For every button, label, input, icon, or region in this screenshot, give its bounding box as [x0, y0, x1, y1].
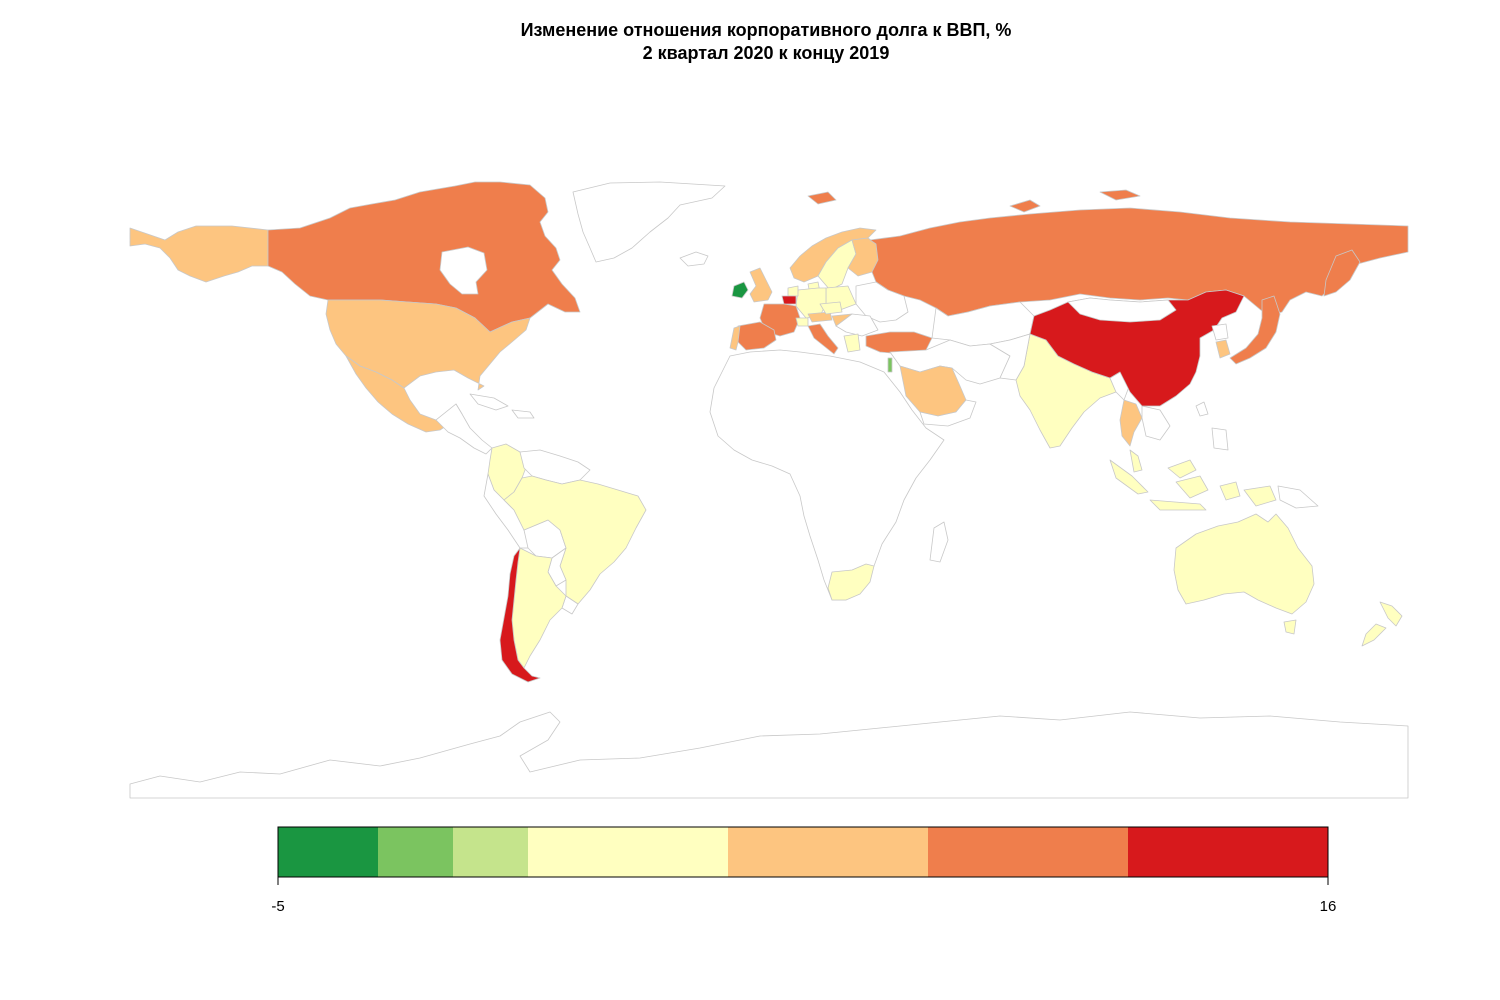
country-indonesia [1109, 459, 1277, 511]
country-iceland [679, 251, 709, 267]
country-russia-islands [807, 189, 1141, 213]
country-belgium [781, 295, 797, 305]
region-indochina [1141, 405, 1171, 441]
country-south-korea [1215, 339, 1231, 359]
country-germany [795, 287, 827, 319]
country-greenland [572, 181, 726, 263]
country-czechia [819, 301, 843, 315]
country-uk [749, 267, 773, 303]
legend-min-label: -5 [271, 898, 285, 915]
country-madagascar [929, 521, 949, 563]
legend-colorbar [277, 826, 1329, 878]
region-antarctica [129, 711, 1409, 799]
legend-max-label: 16 [1319, 898, 1337, 915]
legend-bin-5 [928, 827, 1128, 877]
country-malaysia [1129, 449, 1197, 479]
country-austria [807, 311, 833, 323]
country-netherlands [787, 285, 799, 297]
region-philippines [1195, 401, 1229, 451]
country-australia [1173, 513, 1315, 615]
country-png [1277, 485, 1319, 509]
legend-bin-3 [528, 827, 728, 877]
legend-bin-0 [278, 827, 378, 877]
region-eastern-europe [855, 281, 909, 323]
country-north-korea [1211, 323, 1229, 341]
country-russia [869, 207, 1409, 317]
hudson-bay [439, 246, 488, 295]
country-russia-kamchatka [1323, 249, 1361, 297]
country-south-africa [827, 563, 875, 601]
country-chile [499, 547, 541, 683]
country-ireland [731, 281, 749, 299]
country-israel [887, 357, 893, 373]
country-australia-tasmania [1283, 619, 1297, 635]
region-balkans [835, 313, 879, 337]
country-usa-alaska [129, 225, 269, 283]
country-japan [1229, 295, 1281, 365]
legend-bin-2 [453, 827, 528, 877]
country-portugal [729, 325, 741, 351]
country-thailand [1119, 399, 1143, 447]
country-brazil [503, 475, 647, 605]
map-subtitle: 2 квартал 2020 к концу 2019 [642, 43, 890, 63]
legend-bin-4 [728, 827, 928, 877]
legend-bin-1 [378, 827, 453, 877]
country-mongolia [1067, 297, 1177, 323]
map-title: Изменение отношения корпоративного долга… [520, 20, 1012, 40]
legend-border [277, 826, 1329, 878]
region-caribbean [469, 393, 535, 419]
country-italy [807, 323, 839, 355]
country-switzerland [795, 317, 809, 327]
country-greece [843, 333, 861, 353]
region-south-asia-west [989, 333, 1031, 381]
region-south-arabia [919, 399, 977, 427]
region-central-america [435, 403, 493, 455]
legend-bin-6 [1128, 827, 1328, 877]
country-new-zealand [1361, 601, 1403, 647]
